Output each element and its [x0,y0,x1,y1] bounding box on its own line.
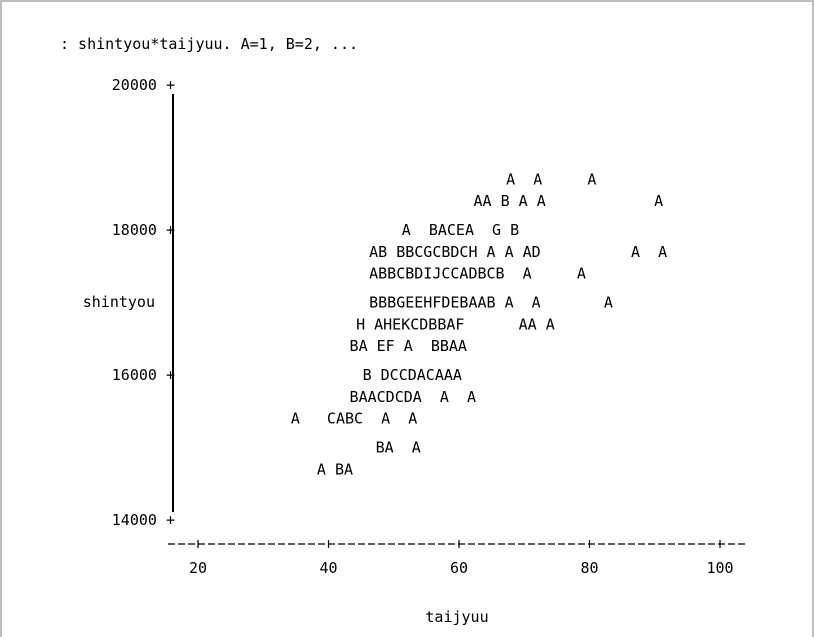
plot-row: A BA [317,460,353,478]
y-tick-label: 14000 + [112,511,175,529]
y-axis-label: shintyou [83,293,155,311]
plot-row: AB BBCGCBDCH A A AD A A [369,243,667,261]
plot-row: A A A [506,170,596,188]
plot-row: BAACDCDA A A [350,388,476,406]
y-tick-label: 16000 + [112,366,175,384]
x-tick-label: 60 [450,559,468,577]
x-tick-label: 20 [189,559,207,577]
y-tick-label: 20000 + [112,76,175,94]
plot-row: BA EF A BBAA [350,337,467,355]
chart-title: : shintyou*taijyuu. A=1, B=2, ... [60,35,358,53]
y-tick-label: 18000 + [112,221,175,239]
plot-row: AA B A A A [474,192,664,210]
x-tick-label: 80 [580,559,598,577]
plot-row: BBBGEEHFDEBAAB A A A [369,294,613,312]
plot-row: ABBCBDIJCCADBCB A A [369,265,586,283]
x-axis-label: taijyuu [425,608,488,626]
plot-symbols: A A A AA B A A A A BACEA G B AB BBCGCBDCH A… [291,170,667,478]
x-axis-ticks: 20 40 60 80 100 [189,559,734,577]
plot-row: B DCCDACAAA [363,366,462,384]
x-axis [168,540,748,548]
x-tick-label: 40 [319,559,337,577]
plot-row: A BACEA G B [402,221,519,239]
plot-row: A CABC A A [291,410,417,428]
x-tick-label: 100 [706,559,733,577]
plot-row: H AHEKCDBBAF AA A [356,315,555,333]
plot-row: BA A [376,439,421,457]
y-axis-ticks: 20000 + 18000 + 16000 + 14000 + [112,76,175,529]
